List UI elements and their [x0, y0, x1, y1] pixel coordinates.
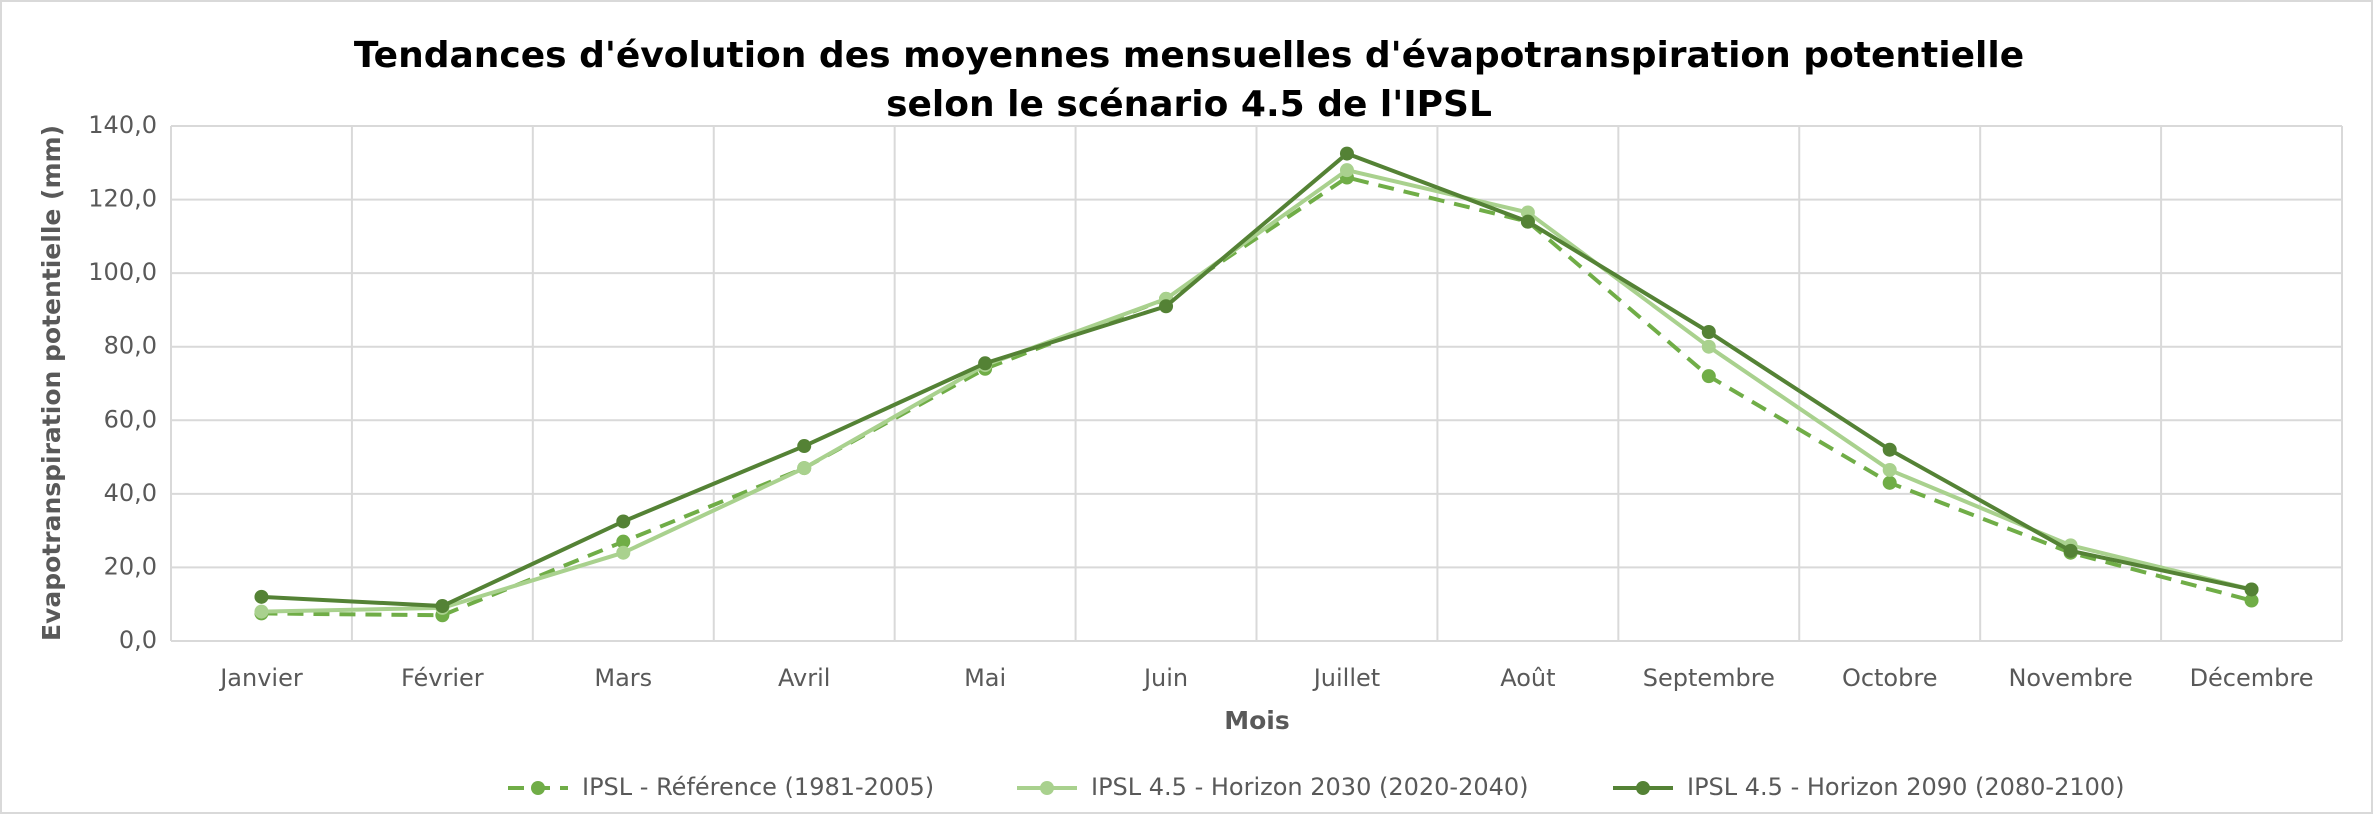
chart-title: Tendances d'évolution des moyennes mensu… — [354, 35, 2024, 76]
series-marker — [1339, 146, 1354, 161]
series-marker — [1520, 214, 1535, 229]
x-tick-label: Décembre — [2190, 664, 2314, 692]
legend-label: IPSL 4.5 - Horizon 2090 (2080-2100) — [1687, 773, 2125, 801]
x-tick-label: Octobre — [1842, 664, 1938, 692]
legend-label: IPSL 4.5 - Horizon 2030 (2020-2040) — [1091, 773, 1529, 801]
series-marker — [797, 439, 812, 454]
x-tick-label: Février — [401, 664, 484, 692]
series-marker — [435, 599, 450, 614]
series-marker — [2063, 543, 2078, 558]
legend-label: IPSL - Référence (1981-2005) — [582, 773, 934, 801]
series-marker — [1339, 163, 1354, 178]
y-tick-label: 120,0 — [88, 185, 157, 213]
chart-title: selon le scénario 4.5 de l'IPSL — [886, 84, 1492, 125]
y-tick-label: 100,0 — [88, 258, 157, 286]
y-tick-label: 140,0 — [88, 111, 157, 139]
x-tick-label: Avril — [778, 664, 830, 692]
series-marker — [254, 589, 269, 604]
series-marker — [1159, 299, 1174, 314]
series-marker — [616, 534, 631, 549]
series-marker — [1882, 442, 1897, 457]
series-marker — [1701, 339, 1716, 354]
legend-marker — [531, 781, 545, 795]
y-tick-label: 20,0 — [104, 552, 157, 580]
series-marker — [2244, 582, 2259, 597]
series-marker — [616, 514, 631, 529]
series-marker — [1882, 462, 1897, 477]
x-tick-label: Juin — [1142, 664, 1188, 692]
x-tick-label: Septembre — [1643, 664, 1775, 692]
series-line — [261, 175, 2253, 618]
legend-marker — [1040, 781, 1054, 795]
series-line — [261, 167, 2253, 614]
y-tick-label: 0,0 — [119, 626, 157, 654]
series-marker — [2244, 593, 2259, 608]
y-tick-label: 80,0 — [104, 332, 157, 360]
series-marker — [254, 604, 269, 619]
y-tick-label: 60,0 — [104, 405, 157, 433]
x-tick-label: Juillet — [1312, 664, 1380, 692]
x-tick-label: Mai — [964, 664, 1006, 692]
series-marker — [797, 461, 812, 476]
series-marker — [1701, 325, 1716, 339]
y-axis-title: Evapotranspiration potentielle (mm) — [37, 125, 66, 641]
series-marker — [1701, 369, 1716, 384]
series-marker — [978, 356, 993, 371]
series-line — [261, 151, 2252, 609]
y-tick-label: 40,0 — [104, 479, 157, 507]
legend-marker — [1636, 781, 1650, 795]
x-tick-label: Mars — [594, 664, 652, 692]
series-marker — [1882, 475, 1897, 490]
x-tick-label: Août — [1500, 664, 1555, 692]
x-tick-label: Novembre — [2008, 664, 2132, 692]
series-marker — [616, 545, 631, 560]
x-tick-label: Janvier — [218, 664, 303, 692]
x-axis-title: Mois — [1224, 706, 1290, 735]
